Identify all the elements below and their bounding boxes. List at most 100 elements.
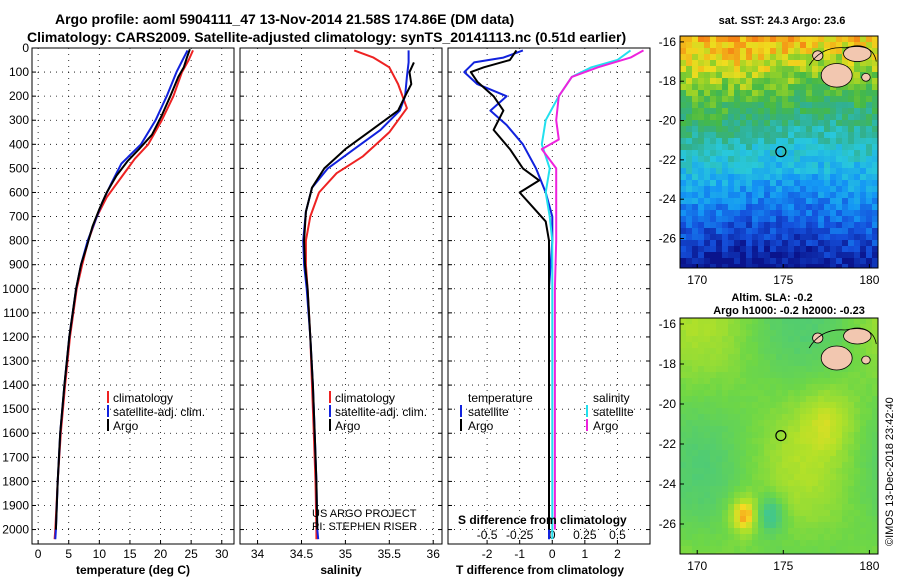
map-cell [854, 102, 861, 109]
map-cell [686, 486, 693, 493]
map-cell [704, 36, 711, 43]
map-cell [740, 108, 747, 115]
map-cell [824, 198, 831, 205]
map-cell [692, 234, 699, 241]
map-cell [848, 108, 855, 115]
map-cell [686, 552, 693, 554]
map-cell [872, 360, 878, 367]
map-cell [770, 534, 777, 541]
map-cell [866, 162, 873, 169]
map-cell [740, 510, 747, 517]
map-cell [710, 108, 717, 115]
map-cell [818, 378, 825, 385]
map-cell [686, 342, 693, 349]
map-cell [716, 408, 723, 415]
map-cell [776, 378, 783, 385]
x-tick-label: 175 [773, 273, 793, 287]
map-cell [794, 90, 801, 97]
map-cell [710, 120, 717, 127]
map-cell [818, 318, 825, 325]
map-cell [740, 396, 747, 403]
sla-map-frame [679, 317, 879, 555]
map-cell [866, 138, 873, 145]
map-cell [794, 120, 801, 127]
map-cell [680, 84, 687, 91]
map-cell [752, 138, 759, 145]
map-cell [842, 318, 849, 325]
map-cell [842, 258, 849, 265]
map-cell [800, 468, 807, 475]
map-cell [872, 528, 878, 535]
map-cell [830, 264, 837, 268]
map-cell [758, 390, 765, 397]
map-cell [836, 534, 843, 541]
map-cell [794, 162, 801, 169]
map-cell [836, 222, 843, 229]
map-cell [830, 324, 837, 331]
map-cell [740, 492, 747, 499]
map-cell [830, 54, 837, 61]
map-cell [770, 486, 777, 493]
map-cell [824, 420, 831, 427]
map-cell [782, 216, 789, 223]
map-cell [710, 366, 717, 373]
map-cell [770, 180, 777, 187]
map-cell [842, 210, 849, 217]
map-cell [710, 48, 717, 55]
map-cell [782, 108, 789, 115]
map-cell [818, 504, 825, 511]
map-cell [746, 42, 753, 49]
map-cell [746, 498, 753, 505]
map-cell [794, 180, 801, 187]
map-cell [728, 150, 735, 157]
map-cell [710, 156, 717, 163]
map-cell [764, 234, 771, 241]
map-cell [710, 174, 717, 181]
map-cell [836, 426, 843, 433]
series-line-argo [540, 49, 644, 530]
map-cell [800, 126, 807, 133]
map-cell [770, 438, 777, 445]
map-cell [776, 168, 783, 175]
map-cell [800, 114, 807, 121]
map-cell [860, 192, 867, 199]
map-cell [758, 528, 765, 535]
map-cell [740, 456, 747, 463]
map-cell [812, 396, 819, 403]
map-cell [722, 522, 729, 529]
map-cell [830, 408, 837, 415]
map-cell [836, 378, 843, 385]
x-tick-label: 180 [859, 559, 879, 573]
map-cell [872, 96, 878, 103]
map-cell [752, 72, 759, 79]
map-cell [842, 234, 849, 241]
map-cell [800, 138, 807, 145]
map-cell [704, 318, 711, 325]
map-cell [788, 534, 795, 541]
map-cell [746, 162, 753, 169]
map-cell [806, 216, 813, 223]
map-cell [824, 150, 831, 157]
map-cell [842, 84, 849, 91]
map-cell [788, 522, 795, 529]
map-cell [830, 486, 837, 493]
map-cell [710, 420, 717, 427]
map-cell [740, 402, 747, 409]
map-cell [776, 450, 783, 457]
map-cell [854, 462, 861, 469]
map-cell [800, 522, 807, 529]
map-cell [794, 156, 801, 163]
map-cell [812, 108, 819, 115]
map-cell [824, 222, 831, 229]
map-cell [722, 354, 729, 361]
map-cell [722, 408, 729, 415]
y-tick-label: 1600 [2, 426, 29, 440]
map-cell [812, 390, 819, 397]
map-cell [740, 210, 747, 217]
map-cell [806, 126, 813, 133]
map-cell [788, 126, 795, 133]
map-cell [794, 414, 801, 421]
map-cell [848, 534, 855, 541]
map-cell [698, 414, 705, 421]
